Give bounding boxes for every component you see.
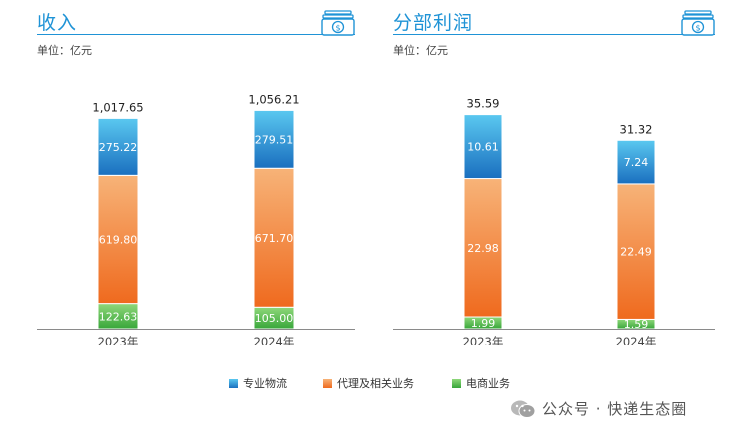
legend-label: 电商业务 (466, 377, 510, 390)
legend-item-agency: 代理及相关业务 (323, 375, 414, 391)
data-label-logistics: 279.51 (255, 133, 294, 146)
data-label-agency: 619.80 (99, 233, 138, 246)
data-label-logistics: 10.61 (467, 141, 499, 154)
title-divider (393, 34, 715, 35)
x-tick-label: 2023年 (463, 335, 504, 345)
unit-label: 单位：亿元 (37, 44, 92, 57)
total-label: 35.59 (467, 97, 500, 111)
wechat-icon (511, 400, 536, 418)
legend-label: 专业物流 (243, 377, 287, 390)
money-icon: $ (321, 10, 355, 36)
bar-segment-agency (463, 178, 503, 318)
chart-title: 分部利润 (393, 12, 474, 34)
data-label-ecommerce: 122.63 (99, 310, 138, 323)
svg-text:$: $ (335, 24, 340, 33)
total-label: 1,056.21 (248, 92, 299, 106)
data-label-ecommerce: 1.99 (471, 317, 496, 330)
money-icon: $ (681, 10, 715, 36)
bar-segment-logistics (616, 139, 656, 185)
data-label-ecommerce: 1.59 (624, 318, 649, 331)
segment-profit-chart-panel: 分部利润 $ 单位：亿元 1.99 22.98 10.61 35.59 2023年 1.5… (393, 0, 715, 345)
data-label-logistics: 275.22 (99, 141, 138, 154)
data-label-ecommerce: 105.00 (255, 312, 294, 325)
bar-segment-agency (97, 174, 139, 305)
total-label: 1,017.65 (92, 100, 143, 114)
revenue-plot: 122.63 619.80 275.22 1,017.65 2023年 105.00 671… (37, 92, 355, 345)
legend-swatch (323, 378, 332, 388)
data-label-agency: 671.70 (255, 232, 294, 245)
revenue-chart-panel: 收入 $ 单位：亿元 122.63 619.80 275.22 1,017.65 202… (37, 0, 355, 345)
data-label-logistics: 7.24 (624, 156, 649, 169)
svg-text:$: $ (695, 24, 700, 33)
bar-segment-ecommerce (97, 303, 139, 330)
legend-swatch (452, 378, 461, 388)
unit-label: 单位：亿元 (393, 44, 448, 57)
watermark: 公众号 · 快递生态圈 (510, 398, 687, 419)
legend-item-logistics: 专业物流 (229, 375, 287, 391)
chart-legend: 专业物流 代理及相关业务 电商业务 (0, 375, 753, 391)
data-label-agency: 22.98 (467, 242, 499, 255)
segment-profit-plot: 1.99 22.98 10.61 35.59 2023年 1.59 22.49 7.24 31.… (393, 97, 715, 345)
x-tick-label: 2024年 (254, 335, 295, 345)
legend-swatch (229, 378, 238, 388)
bar-segment-agency (253, 167, 295, 308)
data-label-agency: 22.49 (620, 246, 652, 259)
total-label: 31.32 (620, 122, 653, 136)
bar-segment-logistics (97, 117, 139, 176)
x-tick-label: 2023年 (98, 335, 139, 345)
watermark-text: 公众号 · 快递生态圈 (542, 400, 688, 418)
chart-title: 收入 (37, 12, 78, 34)
bar-segment-agency (616, 183, 656, 320)
legend-item-ecommerce: 电商业务 (452, 375, 510, 391)
legend-label: 代理及相关业务 (337, 377, 414, 390)
bar-segment-logistics (253, 109, 295, 169)
bar-segment-logistics (463, 114, 503, 180)
x-tick-label: 2024年 (616, 335, 657, 345)
title-divider (37, 34, 355, 35)
